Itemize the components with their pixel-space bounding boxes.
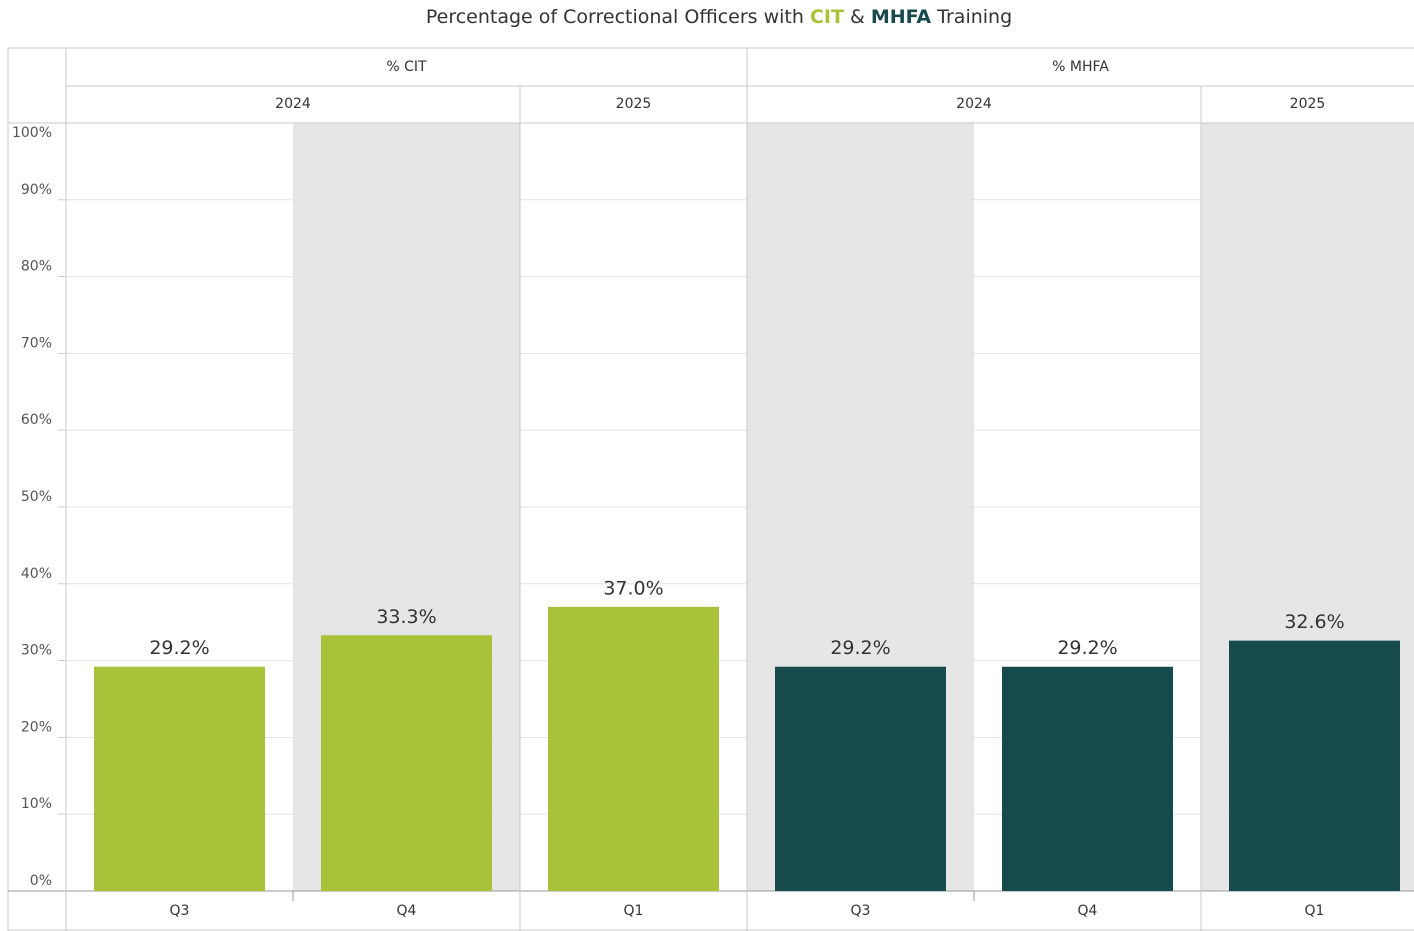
y-tick-label: 40% [21,566,52,582]
bar [1002,666,1173,891]
y-tick-label: 0% [30,873,52,889]
bar [321,635,492,891]
title-part: MHFA [871,6,932,28]
x-tick-label: Q4 [397,903,417,919]
y-tick-label: 100% [12,125,52,141]
year-header: 2025 [1290,96,1326,112]
x-tick-label: Q4 [1078,903,1098,919]
panel-header: % CIT [386,59,427,75]
x-tick-label: Q1 [1305,903,1325,919]
value-label: 37.0% [603,577,663,599]
y-tick-label: 10% [21,796,52,812]
year-header: 2024 [956,96,992,112]
bar [775,666,946,891]
x-tick-label: Q3 [170,903,190,919]
y-tick-label: 70% [21,335,52,351]
panel-header: % MHFA [1052,59,1109,75]
chart-title: Percentage of Correctional Officers with… [426,6,1012,28]
y-tick-label: 80% [21,259,52,275]
y-tick-label: 60% [21,412,52,428]
title-part: & [844,6,871,28]
x-tick-label: Q3 [851,903,871,919]
y-tick-label: 20% [21,719,52,735]
bar [94,666,265,891]
value-label: 32.6% [1284,611,1344,633]
bar [1229,640,1400,891]
title-part: CIT [810,6,844,28]
year-header: 2024 [275,96,311,112]
value-label: 33.3% [376,606,436,628]
title-part: Training [931,6,1012,28]
value-label: 29.2% [149,637,209,659]
year-header: 2025 [616,96,652,112]
value-label: 29.2% [830,637,890,659]
y-tick-label: 90% [21,182,52,198]
y-tick-label: 30% [21,643,52,659]
x-tick-label: Q1 [624,903,644,919]
title-part: Percentage of Correctional Officers with [426,6,810,28]
value-label: 29.2% [1057,637,1117,659]
y-tick-label: 50% [21,489,52,505]
bar [548,606,719,891]
